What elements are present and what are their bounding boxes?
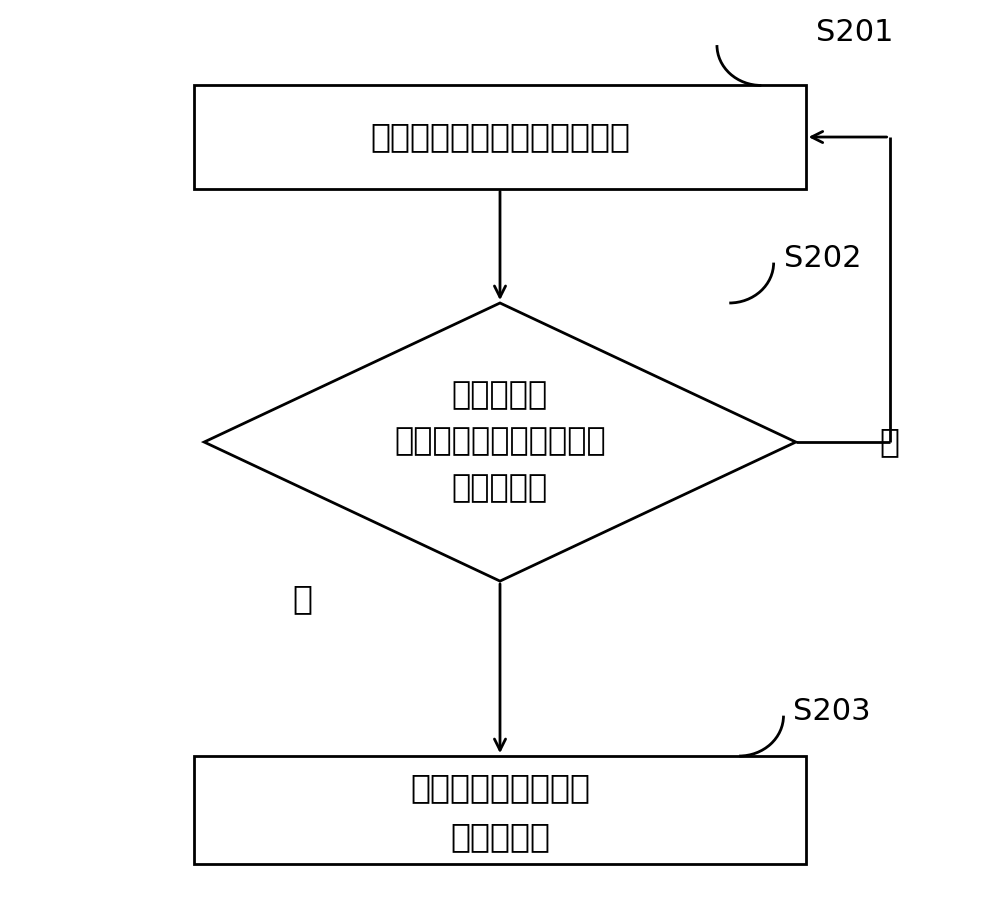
Text: 控制车辆进入控制参: 控制车辆进入控制参 xyxy=(410,771,590,804)
Text: 数调整模式: 数调整模式 xyxy=(450,820,550,854)
Text: 否: 否 xyxy=(880,425,900,458)
Text: 是: 是 xyxy=(293,582,313,616)
Text: 否符合进入控制参数调整: 否符合进入控制参数调整 xyxy=(394,426,606,457)
Text: 判断车辆是: 判断车辆是 xyxy=(452,380,548,411)
Text: S203: S203 xyxy=(793,697,871,726)
Polygon shape xyxy=(204,303,796,581)
Text: 模式的条件: 模式的条件 xyxy=(452,473,548,504)
Text: 监测车辆当前的控制状态信息: 监测车辆当前的控制状态信息 xyxy=(370,120,630,154)
Text: S201: S201 xyxy=(816,18,893,47)
Bar xyxy=(194,86,806,189)
Bar xyxy=(194,756,806,864)
Text: S202: S202 xyxy=(784,244,861,273)
